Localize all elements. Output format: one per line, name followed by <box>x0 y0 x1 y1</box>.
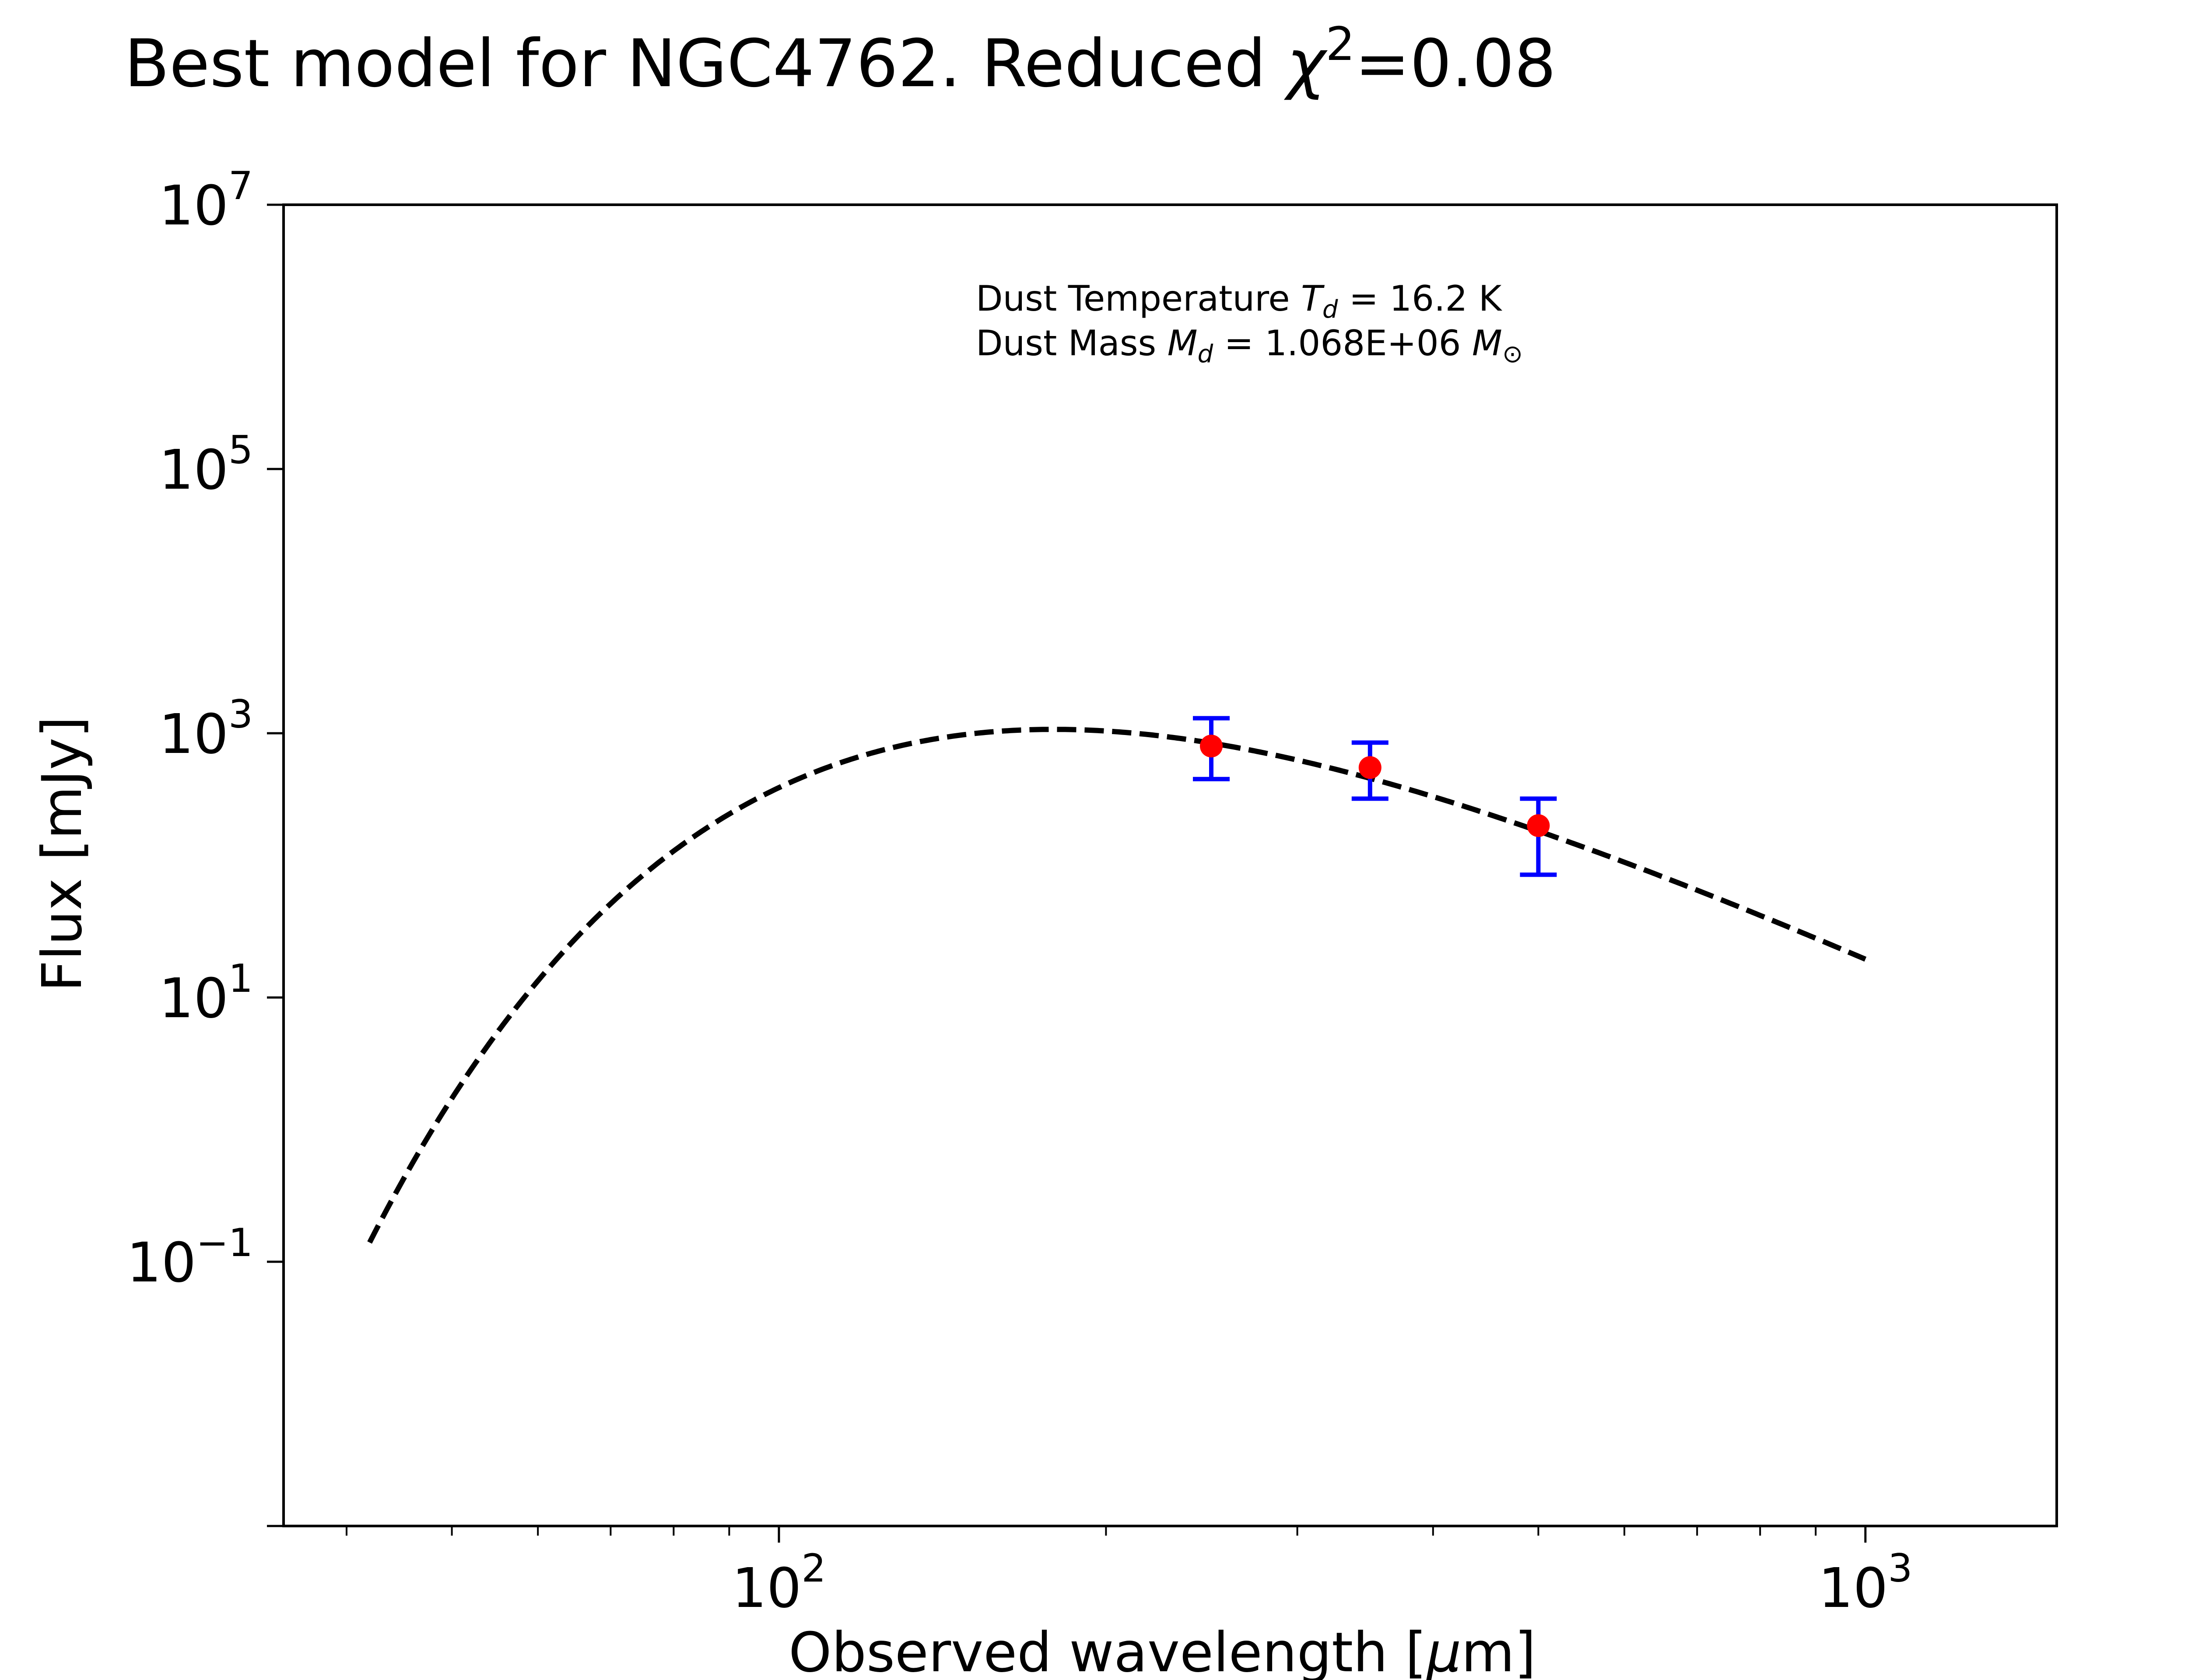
y-tick-label: 10−1 <box>126 1220 253 1295</box>
y-tick-label: 105 <box>159 427 253 502</box>
data-marker <box>1358 756 1382 779</box>
data-point-2 <box>1351 740 1389 801</box>
plot-frame <box>282 203 2058 1527</box>
y-tick-label: 103 <box>159 692 253 766</box>
model-curve <box>367 727 1867 1244</box>
x-tick-label: 102 <box>732 1546 826 1620</box>
data-marker <box>1527 814 1550 837</box>
fit-annotation: Dust Temperature Td = 16.2 K Dust Mass M… <box>976 278 1523 368</box>
x-tick-label: 103 <box>1818 1546 1912 1620</box>
dust-temperature-label: Dust Temperature Td = 16.2 K <box>976 278 1503 324</box>
chart-title: Best model for NGC4762. Reduced χ2=0.08 <box>124 18 1556 102</box>
y-tick-label: 107 <box>159 163 253 238</box>
dust-mass-label: Dust Mass Md = 1.068E+06 M⊙ <box>976 323 1523 368</box>
x-axis-label: Observed wavelength [μm] <box>789 1621 1536 1680</box>
data-marker <box>1200 735 1223 758</box>
plot-area: 10−1 101 103 105 107 102 103 <box>126 163 2058 1620</box>
data-point-3 <box>1520 796 1557 877</box>
y-tick-label: 101 <box>159 956 253 1030</box>
data-point-1 <box>1193 716 1230 781</box>
y-axis-label: Flux [mJy] <box>31 716 94 992</box>
